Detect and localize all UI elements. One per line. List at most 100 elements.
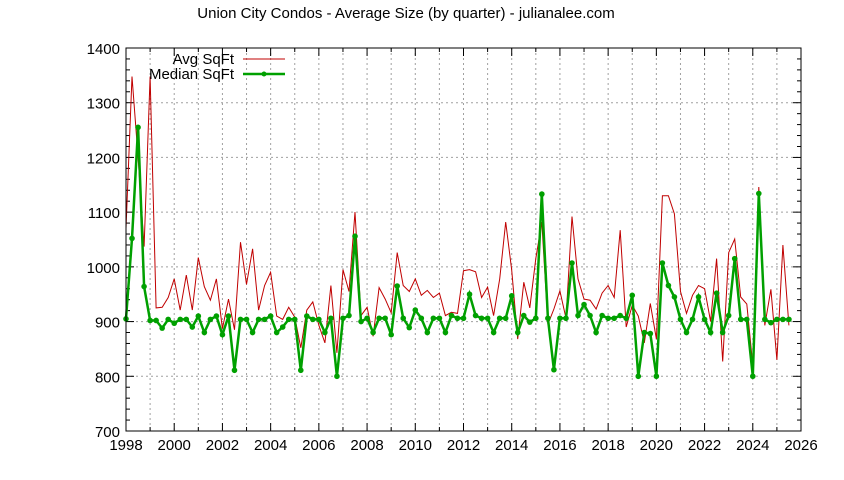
data-point-marker: [255, 316, 262, 323]
data-point-marker: [310, 316, 316, 323]
data-point-marker: [514, 329, 521, 336]
data-point-marker: [201, 329, 208, 336]
x-tick-label: 2016: [543, 437, 576, 454]
data-point-marker: [490, 329, 497, 336]
data-point-marker: [207, 316, 214, 323]
data-point-marker: [412, 307, 419, 313]
data-point-marker: [225, 313, 232, 319]
data-point-marker: [719, 329, 726, 336]
data-point-marker: [346, 312, 352, 319]
data-point-marker: [183, 316, 190, 323]
data-point-marker: [340, 315, 346, 322]
data-point-marker: [575, 312, 581, 319]
data-point-marker: [496, 315, 503, 322]
data-point-marker: [762, 316, 768, 323]
data-point-marker: [768, 319, 774, 326]
data-point-marker: [370, 329, 376, 336]
data-point-marker: [731, 255, 738, 262]
chart-title: Union City Condos - Average Size (by qua…: [197, 5, 614, 22]
x-axis: 1998 2000 2002 2004 2006 2008 2010 2012 2014 2016…: [109, 48, 818, 454]
data-point-marker: [177, 316, 184, 323]
x-tick-label: 2022: [688, 437, 721, 454]
data-point-marker: [774, 316, 780, 323]
x-tick-label: 2020: [640, 437, 673, 454]
y-tick-label: 1300: [87, 96, 120, 113]
x-tick-label: 2024: [736, 437, 769, 454]
y-tick-label: 800: [95, 369, 120, 386]
x-tick-label: 1998: [109, 437, 142, 454]
data-point-marker: [707, 329, 714, 336]
data-point-marker: [581, 301, 587, 308]
data-point-marker: [749, 373, 756, 380]
data-point-marker: [677, 316, 684, 323]
data-point-marker: [394, 283, 401, 289]
y-tick-label: 1000: [87, 260, 120, 277]
data-point-marker: [436, 315, 443, 322]
data-point-marker: [291, 316, 298, 323]
data-point-marker: [472, 312, 479, 319]
x-tick-label: 2004: [254, 437, 287, 454]
data-point-marker: [382, 315, 388, 322]
y-tick-label: 1200: [87, 150, 120, 167]
data-point-marker: [502, 315, 509, 322]
data-point-marker: [304, 313, 310, 319]
data-point-marker: [605, 315, 611, 322]
data-point-marker: [641, 329, 648, 336]
data-point-marker: [539, 191, 545, 197]
data-point-marker: [448, 312, 455, 319]
data-point-marker: [743, 316, 750, 323]
data-point-marker: [659, 260, 666, 266]
data-point-marker: [267, 313, 274, 319]
data-point-marker: [195, 313, 202, 319]
data-point-marker: [328, 315, 334, 322]
data-point-marker: [551, 366, 557, 373]
data-point-marker: [243, 316, 250, 323]
x-tick-label: 2014: [495, 437, 528, 454]
data-point-marker: [237, 316, 244, 323]
data-point-marker: [653, 373, 660, 380]
data-point-marker: [478, 315, 485, 322]
data-point-marker: [400, 315, 407, 322]
data-point-marker: [695, 294, 702, 300]
data-point-marker: [533, 315, 539, 322]
data-point-marker: [701, 316, 708, 323]
data-point-marker: [587, 312, 593, 319]
data-point-marker: [334, 373, 340, 380]
data-point-marker: [611, 315, 617, 322]
series-lines: [123, 76, 792, 380]
data-point-marker: [141, 283, 147, 290]
data-point-marker: [526, 319, 533, 325]
x-tick-label: 2000: [158, 437, 191, 454]
data-point-marker: [454, 315, 461, 322]
data-point-marker: [563, 315, 569, 322]
data-point-marker: [376, 315, 382, 322]
data-point-marker: [671, 294, 678, 300]
data-point-marker: [520, 312, 527, 319]
data-point-marker: [388, 331, 394, 338]
data-point-marker: [219, 331, 226, 338]
data-point-marker: [786, 316, 792, 323]
y-tick-label: 900: [95, 315, 120, 332]
data-point-marker: [352, 233, 358, 240]
data-point-marker: [617, 312, 623, 319]
legend-label-avg: Avg SqFt: [173, 51, 235, 68]
data-point-marker: [484, 315, 491, 322]
y-tick-label: 1400: [87, 41, 120, 58]
legend-label-median: Median SqFt: [149, 66, 235, 83]
x-tick-label: 2002: [206, 437, 239, 454]
data-point-marker: [147, 317, 153, 324]
y-tick-label: 1100: [88, 205, 120, 222]
data-point-marker: [406, 324, 413, 331]
data-point-marker: [364, 315, 370, 322]
data-point-marker: [756, 190, 762, 197]
data-point-marker: [466, 291, 473, 298]
data-point-marker: [683, 329, 690, 336]
data-point-marker: [285, 316, 292, 323]
data-point-marker: [249, 329, 256, 336]
x-tick-label: 2018: [591, 437, 624, 454]
data-point-marker: [159, 325, 165, 331]
data-point-marker: [316, 316, 322, 323]
legend: Avg SqFt Median SqFt: [149, 51, 285, 83]
data-point-marker: [689, 316, 696, 323]
data-point-marker: [713, 290, 720, 296]
